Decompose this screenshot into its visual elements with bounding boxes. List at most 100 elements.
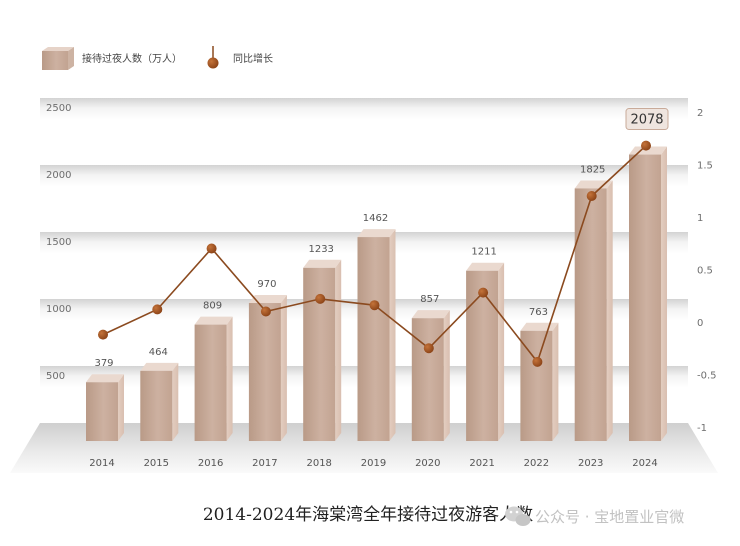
growth-point (369, 300, 380, 311)
growth-point (586, 191, 597, 201)
left-tick-label: 2500 (46, 103, 71, 114)
growth-point (260, 306, 271, 317)
growth-point (423, 343, 434, 354)
bar-side (552, 322, 559, 441)
right-tick-label: 1.5 (697, 161, 713, 172)
wechat-icon (505, 506, 531, 526)
bar-side (172, 362, 179, 441)
bar-side (661, 146, 667, 441)
right-tick-label: 1 (697, 213, 703, 224)
bar-side (606, 180, 613, 441)
bar-side (389, 229, 396, 441)
bar (357, 229, 396, 441)
bar-top (466, 262, 505, 271)
growth-point (641, 140, 651, 151)
growth-point (315, 293, 326, 304)
x-tick-label: 2016 (198, 458, 223, 469)
legend-line-label: 同比增长 (233, 52, 273, 65)
bar-top (140, 362, 179, 371)
bar-data-label: 857 (420, 294, 439, 305)
x-tick-label: 2018 (306, 458, 331, 469)
bar-data-label: 1233 (308, 244, 333, 255)
growth-point (152, 304, 163, 315)
bar (520, 322, 559, 441)
bar-top (520, 322, 559, 331)
legend: 接待过夜人数（万人） 同比增长 (42, 46, 273, 70)
bar-top (357, 229, 396, 238)
highlight-callout-label: 2078 (630, 113, 663, 128)
bar (303, 259, 342, 441)
bar-side (498, 262, 505, 441)
bar-data-label: 1462 (363, 213, 388, 224)
left-tick-label: 1500 (46, 237, 71, 248)
x-axis: 2014 2015 2016 2017 2018 2019 2020 2021 2022 2023… (89, 458, 657, 469)
bar-top (303, 259, 342, 268)
right-tick-label: 0 (697, 318, 703, 329)
bar-data-label: 379 (94, 358, 113, 369)
bar-front (411, 318, 444, 441)
bar (629, 146, 667, 441)
bar-front (140, 370, 173, 441)
bar-data-label: 970 (257, 279, 276, 290)
x-tick-label: 2015 (144, 458, 169, 469)
bar-top (248, 295, 287, 304)
left-tick-label: 1000 (46, 304, 71, 315)
bar-front (629, 154, 661, 441)
bar-front (86, 382, 118, 441)
bar (411, 310, 450, 441)
growth-line-series (98, 140, 651, 367)
bar-data-label: 1211 (471, 247, 496, 258)
bar-side (335, 259, 342, 441)
bar-top (194, 316, 233, 325)
right-tick-label: -0.5 (697, 371, 717, 382)
bar-front (466, 270, 499, 441)
bar-front (357, 237, 390, 441)
chart-title: 2014-2024年海棠湾全年接待过夜游客人数 (203, 505, 533, 525)
left-tick-label: 2000 (46, 170, 71, 181)
growth-point (98, 329, 108, 340)
x-tick-label: 2019 (361, 458, 386, 469)
x-tick-label: 2022 (524, 458, 549, 469)
bar-top (574, 180, 613, 189)
grid-band (40, 165, 688, 187)
bar-side (280, 295, 287, 441)
grid-band (40, 98, 688, 120)
bar-front (248, 303, 281, 441)
bar-top (411, 310, 450, 319)
bar-data-label: 1825 (580, 164, 605, 175)
watermark-text: 公众号 · 宝地置业官微 (535, 508, 684, 526)
x-tick-label: 2023 (578, 458, 603, 469)
bar-side (226, 316, 233, 441)
bar-data-label: 464 (149, 347, 168, 358)
bar-data-label: 763 (529, 307, 548, 318)
bar-front (520, 330, 553, 441)
bar (194, 316, 233, 441)
growth-point (206, 243, 217, 254)
bar (248, 295, 287, 441)
right-tick-label: 0.5 (697, 266, 713, 277)
bar (86, 374, 124, 441)
bar-series (86, 146, 667, 441)
bar-side (118, 374, 124, 441)
right-y-axis: -1 -0.5 0 0.5 1 1.5 2 (697, 108, 717, 434)
bar (140, 362, 179, 441)
growth-point (532, 356, 543, 367)
left-tick-label: 500 (46, 371, 65, 382)
bar (466, 262, 505, 441)
x-tick-label: 2024 (632, 458, 657, 469)
watermark: 公众号 · 宝地置业官微 (505, 506, 684, 526)
bar (574, 180, 613, 441)
x-tick-label: 2020 (415, 458, 440, 469)
highlight-callout-box (625, 108, 669, 131)
bar-top (86, 374, 124, 383)
bar-data-labels: 379 464 809 970 1233 1462 857 1211 763 1825 2078 (94, 108, 669, 369)
legend-bar-swatch (42, 47, 74, 70)
bar-front (194, 324, 227, 441)
bar-data-label: 809 (203, 301, 222, 312)
bar-side (443, 310, 450, 441)
bar-front (303, 267, 336, 441)
x-tick-label: 2021 (469, 458, 494, 469)
legend-bar-label: 接待过夜人数（万人） (82, 52, 182, 65)
